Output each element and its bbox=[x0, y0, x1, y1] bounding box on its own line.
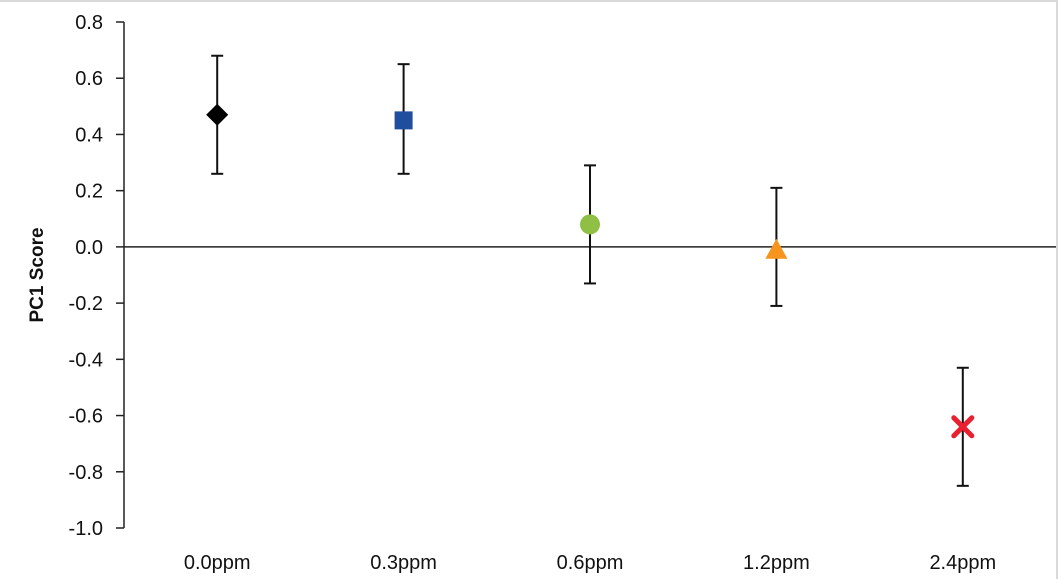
y-tick-label: 0.8 bbox=[75, 12, 103, 34]
y-tick-labels: 0.8 0.6 0.4 0.2 0.0 -0.2 -0.4 -0.6 -0.8 -1.0 bbox=[69, 12, 103, 540]
y-tick-label: -1.0 bbox=[69, 518, 103, 540]
y-axis-title: PC1 Score bbox=[27, 227, 48, 322]
y-tick-label: -0.4 bbox=[69, 349, 103, 371]
y-tick-label: 0.0 bbox=[75, 237, 103, 259]
marker-circle bbox=[580, 214, 600, 234]
x-tick-label: 0.0ppm bbox=[184, 552, 251, 574]
marker-square bbox=[395, 111, 413, 129]
x-tick-label: 2.4ppm bbox=[929, 552, 996, 574]
y-tick-label: 0.4 bbox=[75, 124, 103, 146]
y-tick-label: -0.2 bbox=[69, 293, 103, 315]
y-tick-label: -0.8 bbox=[69, 462, 103, 484]
x-tick-label: 0.3ppm bbox=[370, 552, 437, 574]
x-tick-labels: 0.0ppm 0.3ppm 0.6ppm 1.2ppm 2.4ppm bbox=[184, 552, 996, 574]
axes bbox=[116, 22, 1056, 528]
x-tick-label: 0.6ppm bbox=[557, 552, 624, 574]
marker-diamond bbox=[206, 104, 228, 126]
y-tick-label: 0.2 bbox=[75, 181, 103, 203]
marker-triangle bbox=[765, 239, 787, 259]
y-tick-label: 0.6 bbox=[75, 68, 103, 90]
error-bars bbox=[211, 56, 969, 486]
x-tick-label: 1.2ppm bbox=[743, 552, 810, 574]
y-tick-label: -0.6 bbox=[69, 406, 103, 428]
